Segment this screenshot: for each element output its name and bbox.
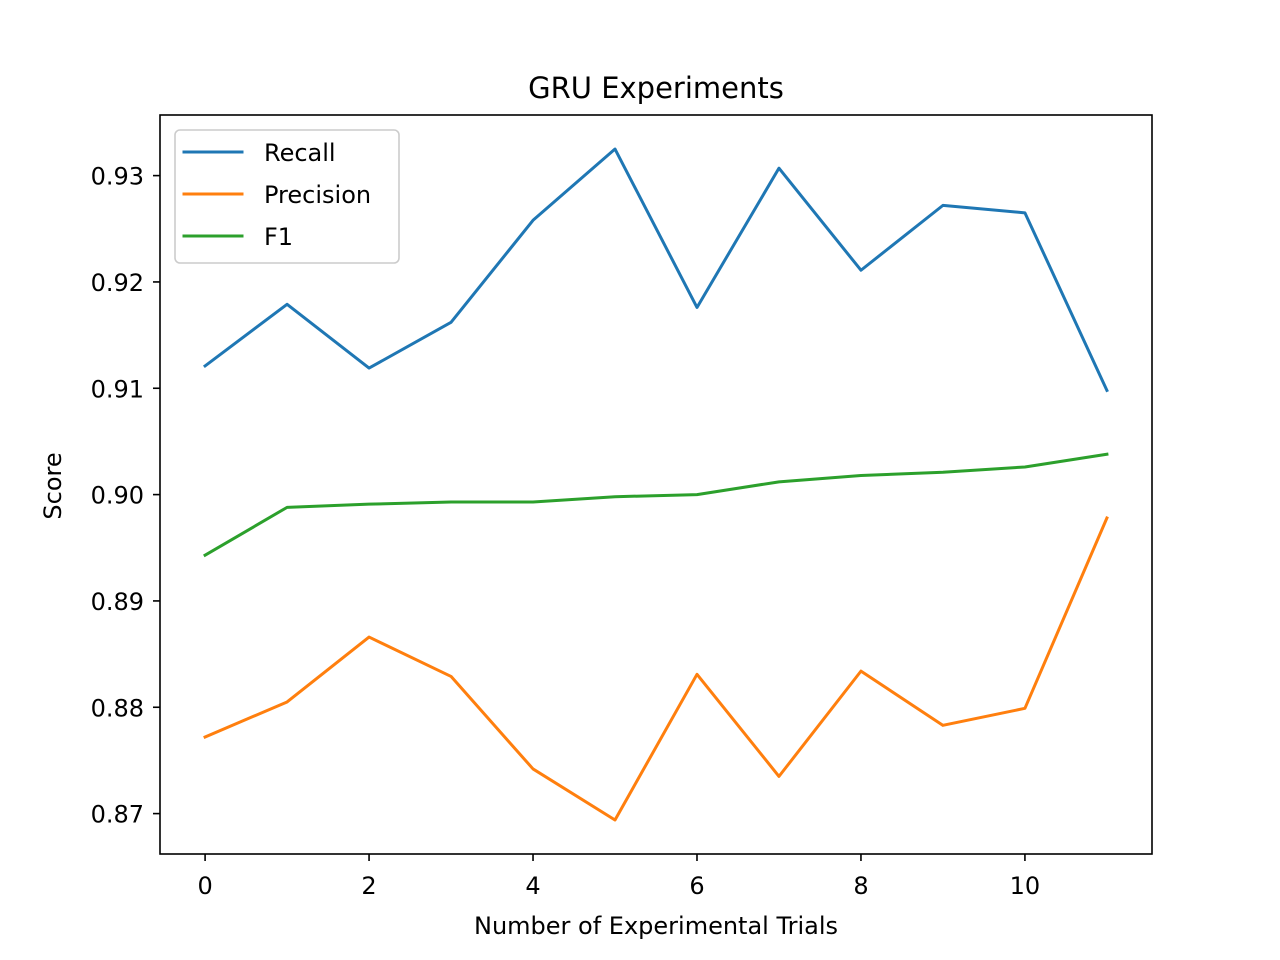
series-line-f1 xyxy=(203,452,1109,558)
series-line-precision xyxy=(203,516,1109,822)
x-tick-label: 10 xyxy=(1010,872,1041,900)
y-tick-label: 0.87 xyxy=(91,801,144,829)
legend-label-precision: Precision xyxy=(264,181,371,209)
series-line-recall xyxy=(202,147,1109,393)
x-tick-label: 0 xyxy=(197,872,212,900)
legend-label-f1: F1 xyxy=(264,223,293,251)
y-axis-ticks: 0.87 0.88 0.89 0.90 0.91 0.92 0.93 xyxy=(91,163,160,829)
chart-title: GRU Experiments xyxy=(528,71,784,105)
y-tick-label: 0.89 xyxy=(91,588,144,616)
plot-frame xyxy=(159,114,1153,855)
series-lines xyxy=(202,147,1109,822)
x-tick-label: 2 xyxy=(361,872,376,900)
y-tick-label: 0.90 xyxy=(91,482,144,510)
y-tick-label: 0.92 xyxy=(91,269,144,297)
legend-label-recall: Recall xyxy=(264,139,336,167)
legend: Recall Precision F1 xyxy=(174,129,400,264)
x-tick-label: 4 xyxy=(525,872,540,900)
y-tick-label: 0.93 xyxy=(91,163,144,191)
y-tick-label: 0.91 xyxy=(91,375,144,403)
legend-entries: Recall Precision F1 xyxy=(182,139,371,251)
y-tick-label: 0.88 xyxy=(91,694,144,722)
x-axis-label: Number of Experimental Trials xyxy=(474,912,838,940)
x-tick-label: 6 xyxy=(689,872,704,900)
x-tick-label: 8 xyxy=(853,872,868,900)
legend-box xyxy=(174,129,400,264)
x-axis-ticks: 0 2 4 6 8 10 xyxy=(197,854,1040,900)
y-axis-label: Score xyxy=(39,452,67,519)
